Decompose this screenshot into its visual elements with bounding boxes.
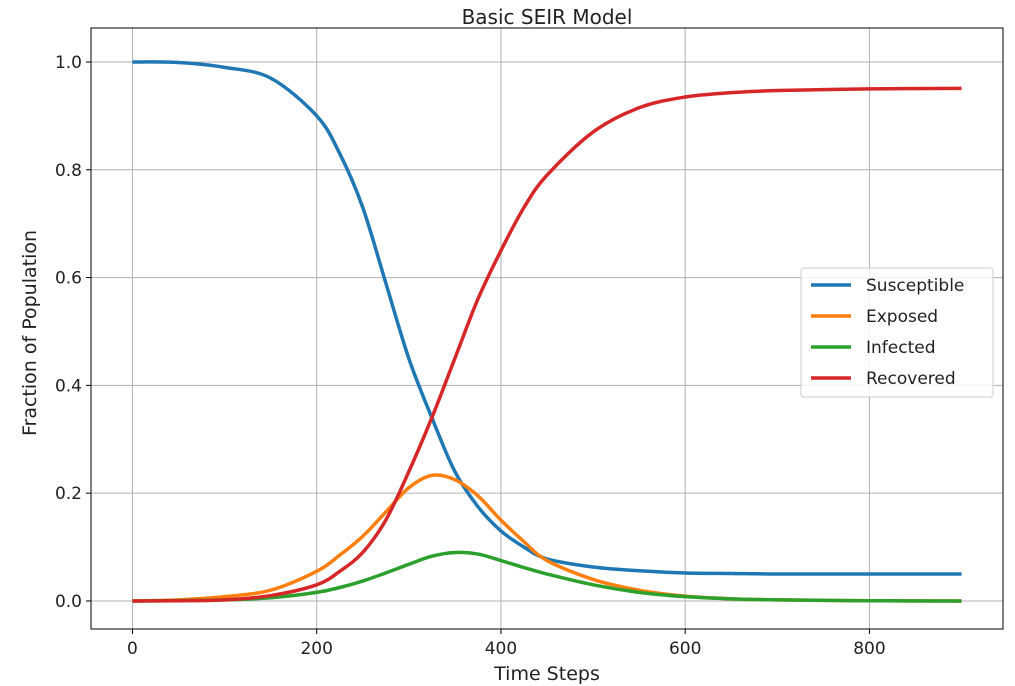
legend-box xyxy=(800,267,994,398)
series-line-susceptible xyxy=(132,60,962,576)
ticks: 0 200 400 600 800 0.0 0.2 0.4 0.6 0.8 1.0 xyxy=(55,53,886,659)
y-tick-label: 0.4 xyxy=(55,376,82,396)
series-lines xyxy=(132,60,962,603)
legend-label: Susceptible xyxy=(866,276,964,296)
x-axis-label: Time Steps xyxy=(493,663,600,685)
series-line-recovered xyxy=(132,86,962,603)
y-tick-label: 1.0 xyxy=(55,53,82,73)
x-tick-label: 200 xyxy=(300,639,332,659)
x-tick-label: 400 xyxy=(485,639,517,659)
y-tick-label: 0.8 xyxy=(55,161,82,181)
x-tick-label: 0 xyxy=(127,639,138,659)
y-tick-label: 0.6 xyxy=(55,269,82,289)
y-tick-label: 0.2 xyxy=(55,484,82,504)
legend-label: Exposed xyxy=(866,307,938,327)
legend-label: Infected xyxy=(866,338,936,358)
chart-title: Basic SEIR Model xyxy=(462,5,633,29)
series-line-infected xyxy=(132,550,962,603)
y-tick-label: 0.0 xyxy=(55,592,82,612)
series-line-exposed xyxy=(132,473,962,603)
x-tick-label: 800 xyxy=(853,639,885,659)
x-tick-label: 600 xyxy=(669,639,701,659)
y-axis-label: Fraction of Population xyxy=(19,230,41,436)
legend-label: Recovered xyxy=(866,369,956,389)
plot-frame xyxy=(90,27,1004,630)
legend: Susceptible Exposed Infected Recovered xyxy=(800,267,994,398)
